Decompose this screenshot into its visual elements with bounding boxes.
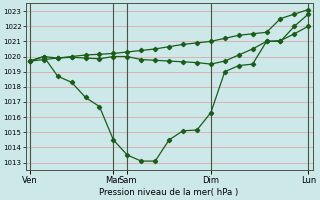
X-axis label: Pression niveau de la mer( hPa ): Pression niveau de la mer( hPa ) bbox=[100, 188, 239, 197]
